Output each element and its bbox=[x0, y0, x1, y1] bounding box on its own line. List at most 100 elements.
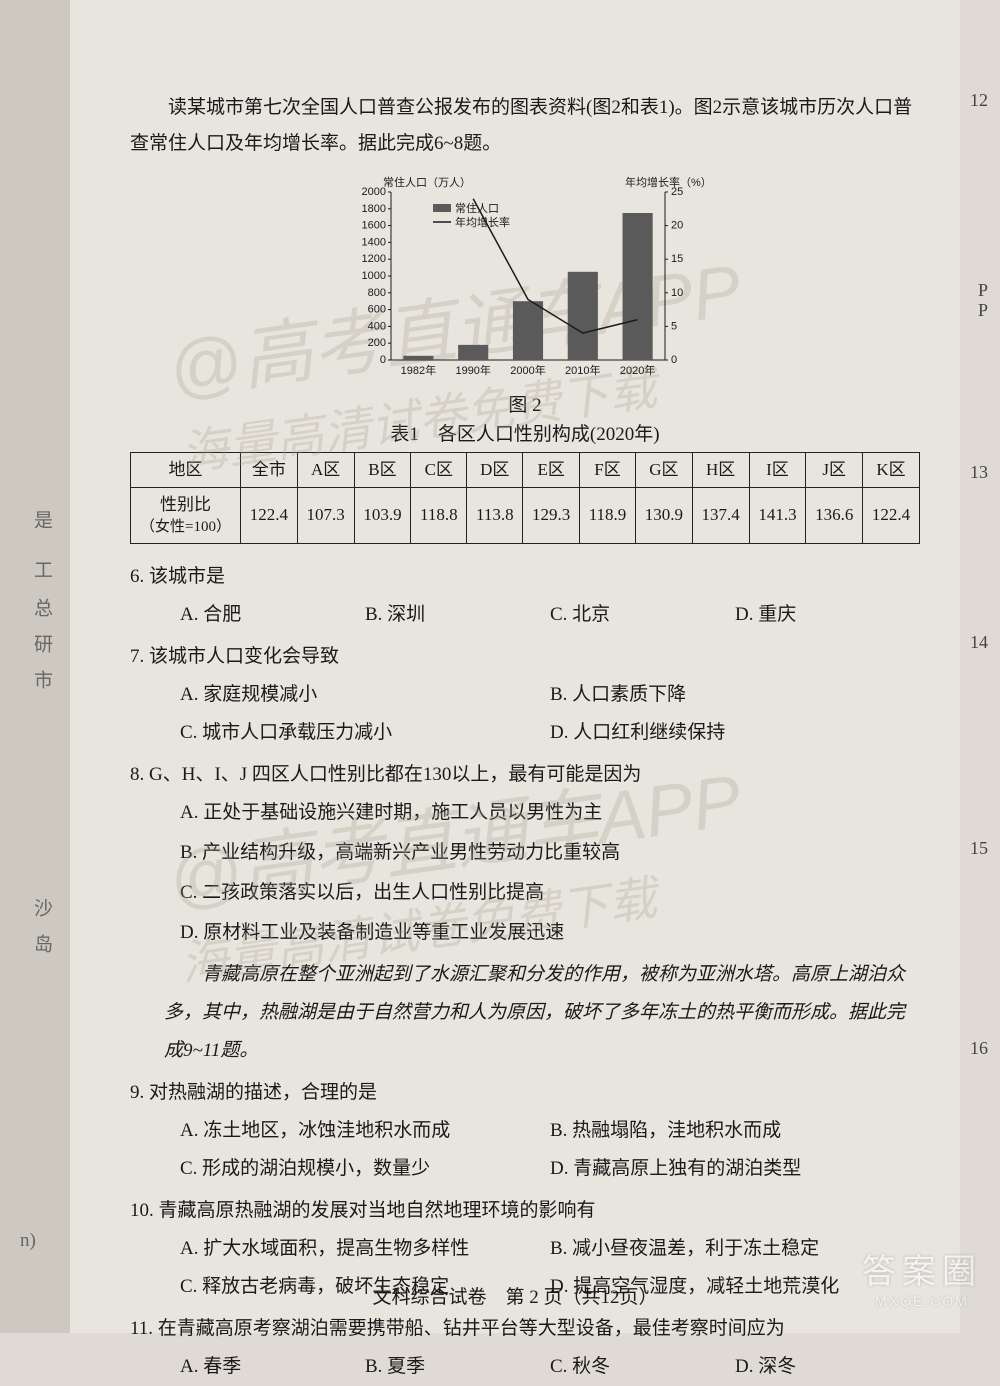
svg-text:年均增长率: 年均增长率 bbox=[455, 215, 510, 229]
table-data-row: 性别比（女性=100）122.4107.3103.9118.8113.8129.… bbox=[131, 487, 920, 543]
table-data-cell: 130.9 bbox=[635, 487, 692, 543]
passage-2: 青藏高原在整个亚洲起到了水源汇聚和分发的作用，被称为亚洲水塔。高原上湖泊众多，其… bbox=[130, 956, 920, 1074]
q8-option-c: C. 二孩政策落实以后，出生人口性别比提高 bbox=[180, 874, 920, 912]
q6-option-b: B. 深圳 bbox=[365, 596, 550, 634]
q8-option-b: B. 产业结构升级，高端新兴产业男性劳动力比重较高 bbox=[180, 834, 920, 872]
table-header-cell: D区 bbox=[467, 453, 523, 488]
table-data-cell: 136.6 bbox=[806, 487, 863, 543]
q10-option-a: A. 扩大水域面积，提高生物多样性 bbox=[180, 1230, 550, 1268]
table-header-cell: C区 bbox=[411, 453, 467, 488]
q9-option-a: A. 冻土地区，冰蚀洼地积水而成 bbox=[180, 1112, 550, 1150]
q11-stem: 11. 在青藏高原考察湖泊需要携带船、钻井平台等大型设备，最佳考察时间应为 bbox=[130, 1310, 920, 1348]
q9-option-d: D. 青藏高原上独有的湖泊类型 bbox=[550, 1150, 920, 1188]
exam-page: @高考直通车APP 海量高清试卷免费下载 @高考直通车APP 海量高清试卷免费下… bbox=[70, 0, 960, 1333]
svg-text:0: 0 bbox=[671, 354, 677, 366]
table-header-cell: 全市 bbox=[241, 453, 298, 488]
table-data-cell: 141.3 bbox=[749, 487, 806, 543]
table-header-cell: E区 bbox=[523, 453, 580, 488]
svg-text:2010年: 2010年 bbox=[565, 363, 600, 377]
svg-text:200: 200 bbox=[368, 337, 386, 349]
chart-svg: 0200400600800100012001400160018002000051… bbox=[345, 174, 705, 384]
q6-option-c: C. 北京 bbox=[550, 596, 735, 634]
q9-option-c: C. 形成的湖泊规模小，数量少 bbox=[180, 1150, 550, 1188]
q6-option-d: D. 重庆 bbox=[735, 596, 920, 634]
edge-glyph: 工 bbox=[28, 560, 55, 579]
site-watermark-logo: 答案圈 MXQE.COM bbox=[862, 1244, 982, 1309]
q11-option-a: A. 春季 bbox=[180, 1348, 365, 1386]
gender-ratio-table: 地区全市A区B区C区D区E区F区G区H区I区J区K区 性别比（女性=100）12… bbox=[130, 452, 920, 544]
table-header-cell: A区 bbox=[297, 453, 354, 488]
q7-option-b: B. 人口素质下降 bbox=[550, 676, 920, 714]
table-header-cell: B区 bbox=[354, 453, 411, 488]
edge-glyph: 研 bbox=[28, 634, 55, 653]
page-footer: 文科综合试卷 第 2 页（共12页） bbox=[70, 1282, 960, 1309]
logo-text: 答案圈 bbox=[862, 1244, 982, 1293]
q6-stem: 6. 该城市是 bbox=[130, 558, 920, 596]
margin-fragment: P bbox=[978, 280, 988, 301]
svg-text:5: 5 bbox=[671, 321, 677, 333]
edge-glyph: n) bbox=[20, 1230, 36, 1252]
table-header-cell: K区 bbox=[863, 453, 920, 488]
svg-text:1982年: 1982年 bbox=[401, 363, 436, 377]
q8-option-a: A. 正处于基础设施兴建时期，施工人员以男性为主 bbox=[180, 794, 920, 832]
q8-option-d: D. 原材料工业及装备制造业等重工业发展迅速 bbox=[180, 914, 920, 952]
table-data-cell: 122.4 bbox=[863, 487, 920, 543]
q10-stem: 10. 青藏高原热融湖的发展对当地自然地理环境的影响有 bbox=[130, 1192, 920, 1230]
svg-text:常住人口: 常住人口 bbox=[455, 201, 499, 215]
edge-glyph: 是 bbox=[28, 510, 55, 529]
svg-text:常住人口（万人）: 常住人口（万人） bbox=[383, 175, 471, 189]
svg-text:1600: 1600 bbox=[362, 220, 386, 232]
q8-stem: 8. G、H、I、J 四区人口性别比都在130以上，最有可能是因为 bbox=[130, 756, 920, 794]
figure-caption: 图 2 bbox=[130, 390, 920, 417]
q6-option-a: A. 合肥 bbox=[180, 596, 365, 634]
q11-option-c: C. 秋冬 bbox=[550, 1348, 735, 1386]
svg-text:1400: 1400 bbox=[362, 237, 386, 249]
table-data-cell: 103.9 bbox=[354, 487, 411, 543]
table-header-cell: G区 bbox=[635, 453, 692, 488]
svg-text:0: 0 bbox=[380, 354, 386, 366]
table-data-cell: 122.4 bbox=[241, 487, 298, 543]
table-data-cell: 107.3 bbox=[297, 487, 354, 543]
svg-text:1200: 1200 bbox=[362, 253, 386, 265]
svg-text:10: 10 bbox=[671, 287, 683, 299]
table-header-cell: F区 bbox=[580, 453, 636, 488]
margin-fragment: P bbox=[978, 300, 988, 321]
margin-num: 15 bbox=[970, 838, 988, 859]
question-8: 8. G、H、I、J 四区人口性别比都在130以上，最有可能是因为 A. 正处于… bbox=[130, 756, 920, 952]
table-data-cell: 137.4 bbox=[692, 487, 749, 543]
table-header-row: 地区全市A区B区C区D区E区F区G区H区I区J区K区 bbox=[131, 453, 920, 488]
table-data-cell: 118.9 bbox=[580, 487, 636, 543]
edge-glyph: 市 bbox=[28, 670, 55, 689]
edge-glyph: 岛 bbox=[28, 934, 55, 953]
logo-url: MXQE.COM bbox=[862, 1293, 982, 1309]
q9-stem: 9. 对热融湖的描述，合理的是 bbox=[130, 1074, 920, 1112]
svg-text:1000: 1000 bbox=[362, 270, 386, 282]
margin-num: 16 bbox=[970, 1038, 988, 1059]
svg-text:400: 400 bbox=[368, 321, 386, 333]
population-chart: 0200400600800100012001400160018002000051… bbox=[345, 174, 705, 384]
table-caption: 表1 各区人口性别构成(2020年) bbox=[130, 419, 920, 446]
svg-text:15: 15 bbox=[671, 253, 683, 265]
table-header-cell: H区 bbox=[692, 453, 749, 488]
svg-text:1800: 1800 bbox=[362, 203, 386, 215]
q11-option-d: D. 深冬 bbox=[735, 1348, 920, 1386]
edge-glyph: 总 bbox=[28, 598, 55, 617]
table-data-cell: 129.3 bbox=[523, 487, 580, 543]
margin-num: 13 bbox=[970, 462, 988, 483]
question-11: 11. 在青藏高原考察湖泊需要携带船、钻井平台等大型设备，最佳考察时间应为 A.… bbox=[130, 1310, 920, 1386]
question-6: 6. 该城市是 A. 合肥 B. 深圳 C. 北京 D. 重庆 bbox=[130, 558, 920, 634]
q7-option-d: D. 人口红利继续保持 bbox=[550, 714, 920, 752]
table-row-label: 地区 bbox=[131, 453, 241, 488]
margin-num: 14 bbox=[970, 632, 988, 653]
svg-text:2020年: 2020年 bbox=[620, 363, 655, 377]
q11-option-b: B. 夏季 bbox=[365, 1348, 550, 1386]
question-9: 9. 对热融湖的描述，合理的是 A. 冻土地区，冰蚀洼地积水而成 B. 热融塌陷… bbox=[130, 1074, 920, 1188]
svg-text:1990年: 1990年 bbox=[455, 363, 490, 377]
edge-glyph: 沙 bbox=[28, 898, 55, 917]
margin-num: 12 bbox=[970, 90, 988, 111]
svg-text:600: 600 bbox=[368, 304, 386, 316]
table-row-label: 性别比（女性=100） bbox=[131, 487, 241, 543]
table-header-cell: J区 bbox=[806, 453, 863, 488]
svg-text:800: 800 bbox=[368, 287, 386, 299]
q7-option-c: C. 城市人口承载压力减小 bbox=[180, 714, 550, 752]
